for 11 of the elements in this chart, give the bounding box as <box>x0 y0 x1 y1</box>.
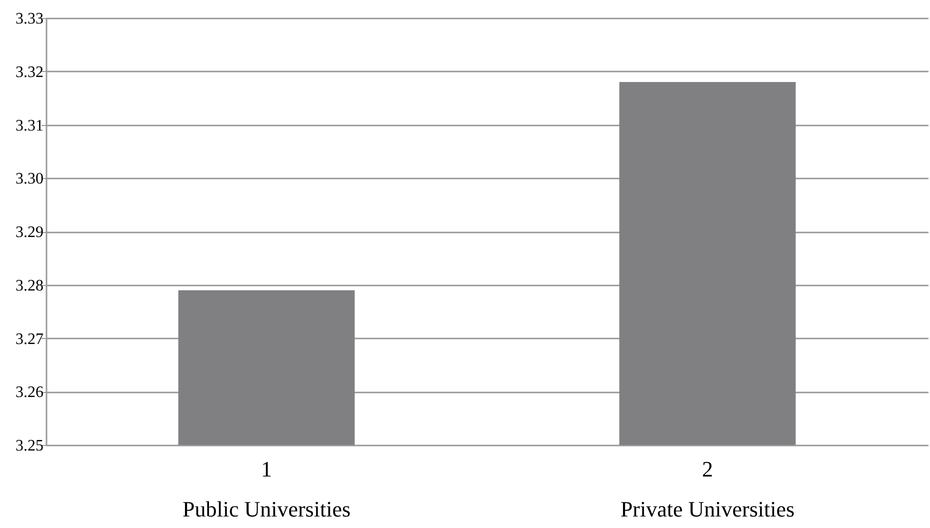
y-tick-label: 3.27 <box>16 330 44 348</box>
y-tick-label: 3.31 <box>16 117 44 134</box>
x-tick-label: 2 Private Universities <box>620 456 795 522</box>
y-tick-label: 3.32 <box>16 64 44 81</box>
y-tick-label: 3.33 <box>16 10 44 28</box>
y-tick-label: 3.29 <box>16 224 44 241</box>
y-tick-label: 3.26 <box>16 384 44 402</box>
y-tick-label: 3.30 <box>16 170 44 188</box>
y-tick-label: 3.28 <box>16 277 44 294</box>
y-tick-label: 3.25 <box>16 438 44 454</box>
x-tick-label: 1 Public Universities <box>182 456 351 522</box>
